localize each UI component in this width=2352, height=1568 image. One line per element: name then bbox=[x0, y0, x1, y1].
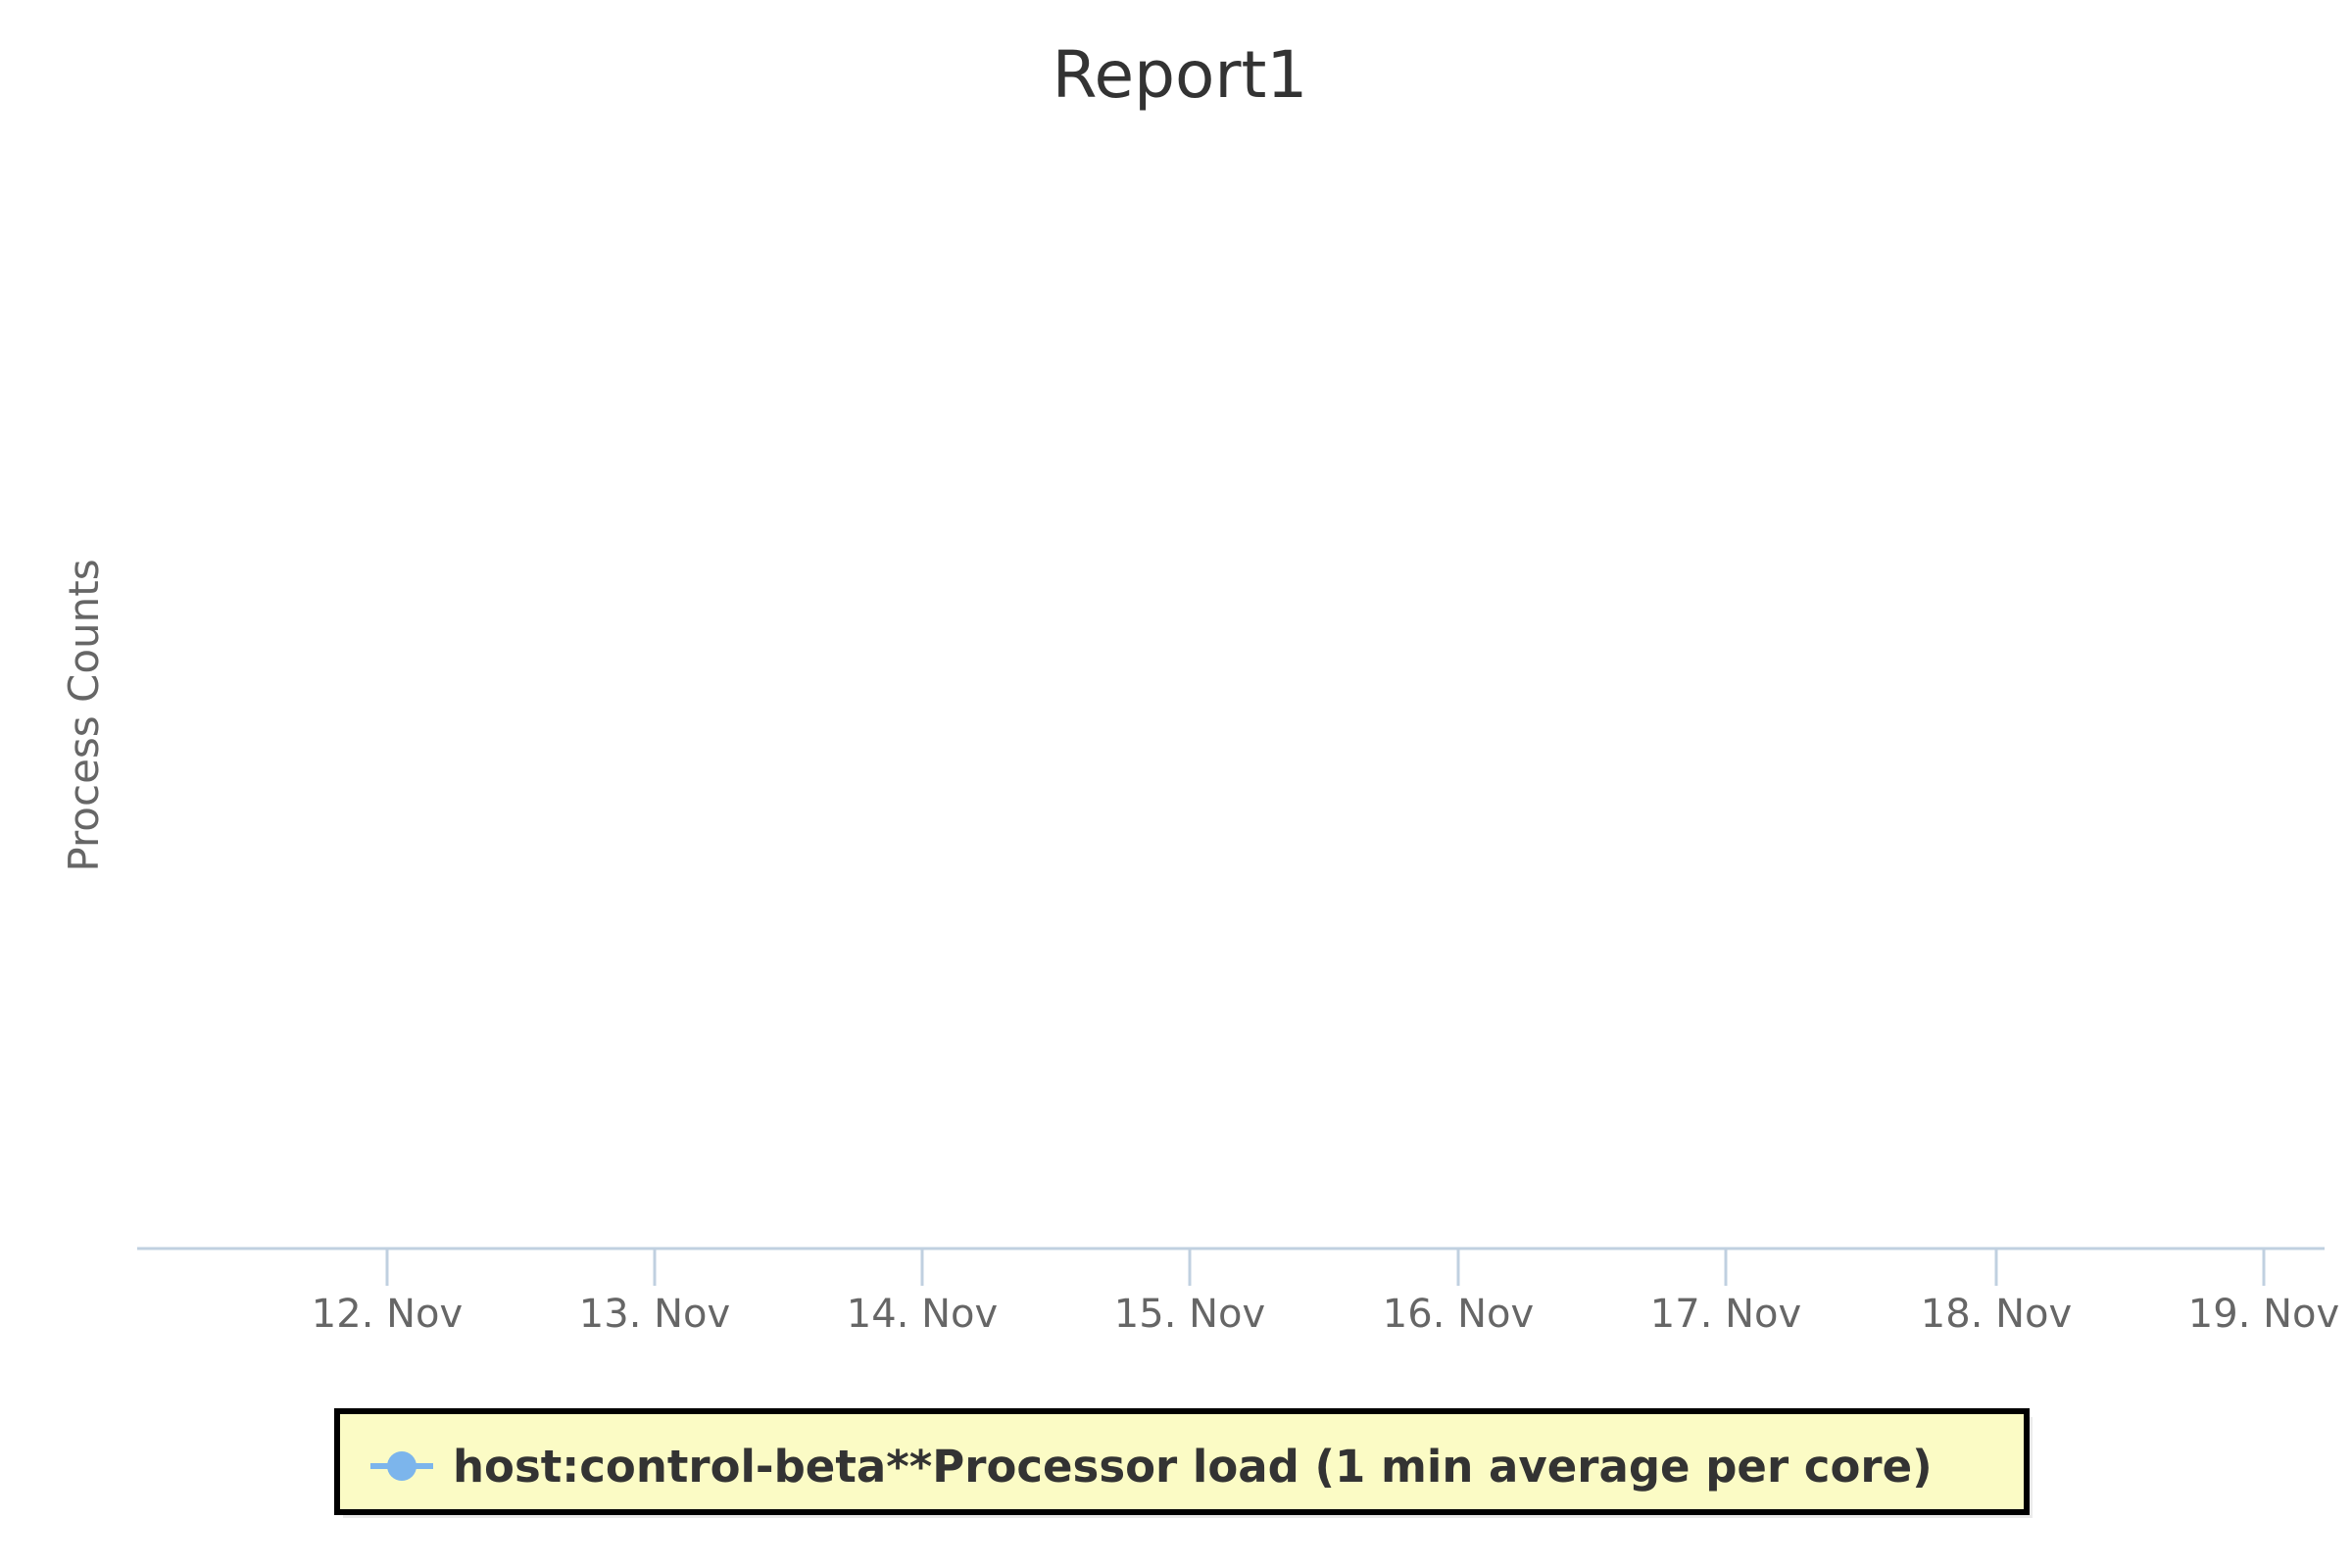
x-tick-label: 17. Nov bbox=[1650, 1292, 1801, 1337]
legend-series-label[interactable]: host:control-beta**Processor load (1 min… bbox=[453, 1441, 1933, 1493]
y-axis-label: Process Counts bbox=[60, 559, 108, 871]
legend-box bbox=[334, 1408, 2030, 1515]
x-axis-ticks: 12. Nov 13. Nov 14. Nov 15. Nov 16. Nov 17. N… bbox=[312, 1249, 2339, 1337]
chart-title: Report1 bbox=[1053, 37, 1308, 113]
x-tick-label: 19. Nov bbox=[2188, 1292, 2339, 1337]
x-tick-label: 12. Nov bbox=[312, 1292, 463, 1337]
x-tick-label: 13. Nov bbox=[579, 1292, 730, 1337]
legend-series-marker-icon bbox=[387, 1451, 416, 1481]
x-tick-label: 14. Nov bbox=[847, 1292, 998, 1337]
x-tick-label: 18. Nov bbox=[1921, 1292, 2072, 1337]
x-tick-label: 16. Nov bbox=[1383, 1292, 1534, 1337]
legend[interactable]: host:control-beta**Processor load (1 min… bbox=[334, 1408, 2033, 1518]
x-tick-label: 15. Nov bbox=[1114, 1292, 1265, 1337]
